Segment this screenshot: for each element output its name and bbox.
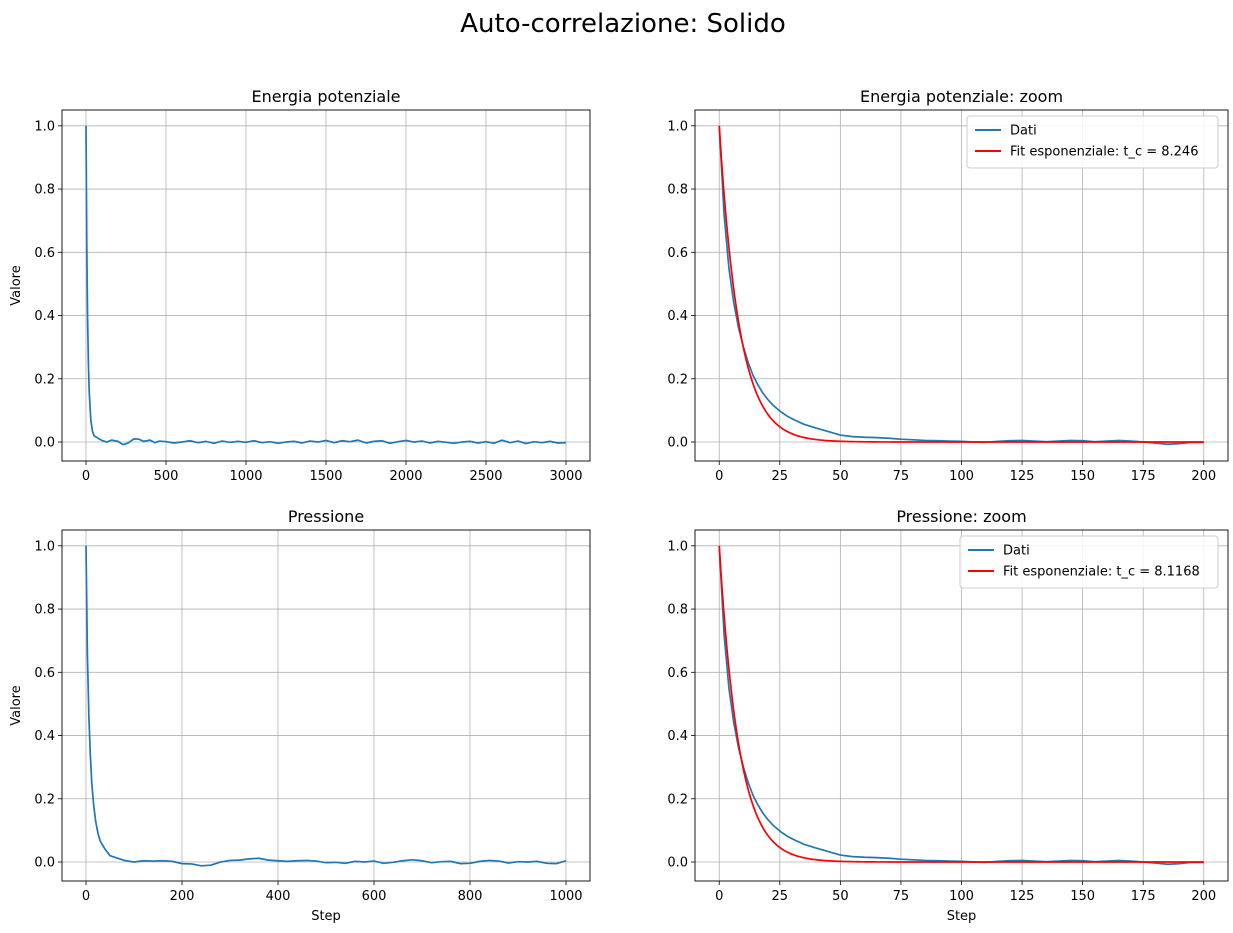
y-tick-label: 0.8 (34, 183, 55, 198)
x-tick-label: 25 (772, 469, 789, 484)
y-tick-label: 0.6 (34, 246, 55, 261)
x-tick-label: 0 (82, 889, 90, 904)
fit-line (718, 545, 1204, 863)
data-line (85, 125, 567, 446)
x-tick-label: 400 (266, 889, 291, 904)
fit-line (718, 125, 1204, 443)
legend-label: Dati (1003, 544, 1030, 559)
x-axis-label: Step (311, 909, 341, 924)
subplot-title: Energia potenziale: zoom (860, 87, 1063, 106)
y-tick-label: 0.0 (667, 436, 688, 451)
x-tick-label: 2500 (469, 469, 502, 484)
legend-label: Fit esponenziale: t_c = 8.246 (1010, 145, 1198, 160)
y-tick-label: 0.0 (667, 856, 688, 871)
subplot-title: Pressione: zoom (896, 507, 1026, 526)
data-line (718, 125, 1204, 446)
plot-frame (61, 109, 591, 462)
x-axis-label: Step (947, 909, 977, 924)
plot-frame (61, 529, 591, 882)
x-tick-label: 0 (715, 889, 723, 904)
y-tick-label: 1.0 (34, 539, 55, 554)
y-tick-label: 0.0 (34, 436, 55, 451)
x-tick-label: 1500 (309, 469, 342, 484)
y-tick-label: 0.4 (34, 729, 55, 744)
subplot-2: 0 25 50 75 100 125 150 175 200 0.0 0.2 0.4 0.6 0.8 1.0… (667, 87, 1229, 484)
x-tick-label: 100 (949, 469, 974, 484)
x-tick-label: 125 (1010, 889, 1035, 904)
legend-box (959, 535, 1219, 589)
x-tick-label: 150 (1070, 469, 1095, 484)
y-tick-label: 1.0 (667, 119, 688, 134)
plot-frame (694, 109, 1229, 462)
y-axis-label: Valore (9, 265, 24, 305)
y-tick-label: 1.0 (34, 119, 55, 134)
data-line (85, 545, 567, 867)
y-tick-label: 0.2 (34, 372, 55, 387)
x-tick-label: 125 (1010, 469, 1035, 484)
x-tick-label: 1000 (229, 469, 262, 484)
y-tick-label: 0.8 (667, 603, 688, 618)
subplot-title: Pressione (288, 507, 364, 526)
x-tick-label: 0 (82, 469, 90, 484)
subplot-title: Energia potenziale (251, 87, 400, 106)
x-tick-label: 50 (832, 889, 849, 904)
data-line (718, 545, 1204, 866)
legend-box (966, 115, 1219, 169)
x-tick-label: 2000 (389, 469, 422, 484)
x-tick-label: 75 (893, 889, 910, 904)
y-tick-label: 0.8 (34, 603, 55, 618)
y-tick-label: 0.2 (667, 792, 688, 807)
x-tick-label: 50 (832, 469, 849, 484)
x-tick-label: 800 (458, 889, 483, 904)
y-tick-label: 0.4 (667, 729, 688, 744)
subplot-1: 0 500 1000 1500 2000 2500 3000 0.0 0.2 0.4 0.6 0.8 1… (9, 87, 591, 484)
y-tick-label: 0.6 (667, 246, 688, 261)
x-tick-label: 100 (949, 889, 974, 904)
x-tick-label: 200 (1191, 469, 1216, 484)
x-tick-label: 200 (1191, 889, 1216, 904)
legend: Dati Fit esponenziale: t_c = 8.246 (966, 115, 1219, 169)
y-tick-label: 0.4 (667, 309, 688, 324)
x-tick-label: 25 (772, 889, 789, 904)
x-tick-label: 175 (1131, 889, 1156, 904)
subplot-3: 0 200 400 600 800 1000 0.0 0.2 0.4 0.6 0.8 1.0 Press… (9, 507, 591, 924)
legend-label: Fit esponenziale: t_c = 8.1168 (1003, 565, 1200, 580)
legend-label: Dati (1010, 124, 1037, 139)
x-tick-label: 1000 (549, 889, 582, 904)
y-tick-label: 0.6 (667, 666, 688, 681)
y-tick-label: 0.2 (667, 372, 688, 387)
x-tick-label: 600 (362, 889, 387, 904)
subplot-4: 0 25 50 75 100 125 150 175 200 0.0 0.2 0.4 0.6 0.8 1.0… (667, 507, 1229, 924)
y-tick-label: 0.2 (34, 792, 55, 807)
y-tick-label: 0.0 (34, 856, 55, 871)
plot-frame (694, 529, 1229, 882)
legend: Dati Fit esponenziale: t_c = 8.1168 (959, 535, 1219, 589)
x-tick-label: 0 (715, 469, 723, 484)
y-tick-label: 0.4 (34, 309, 55, 324)
figure-title: Auto-correlazione: Solido (460, 9, 785, 39)
x-tick-label: 75 (893, 469, 910, 484)
y-axis-label: Valore (9, 685, 24, 725)
y-tick-label: 1.0 (667, 539, 688, 554)
x-tick-label: 3000 (549, 469, 582, 484)
y-tick-label: 0.6 (34, 666, 55, 681)
x-tick-label: 200 (170, 889, 195, 904)
y-tick-label: 0.8 (667, 183, 688, 198)
x-tick-label: 150 (1070, 889, 1095, 904)
x-tick-label: 500 (154, 469, 179, 484)
x-tick-label: 175 (1131, 469, 1156, 484)
